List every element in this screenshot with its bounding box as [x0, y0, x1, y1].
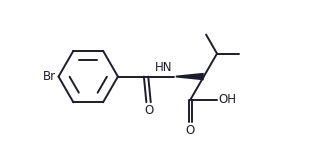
Polygon shape [176, 73, 204, 80]
Text: Br: Br [43, 70, 56, 83]
Text: O: O [144, 104, 153, 117]
Text: OH: OH [218, 93, 236, 106]
Text: O: O [186, 124, 195, 137]
Text: HN: HN [155, 61, 173, 74]
